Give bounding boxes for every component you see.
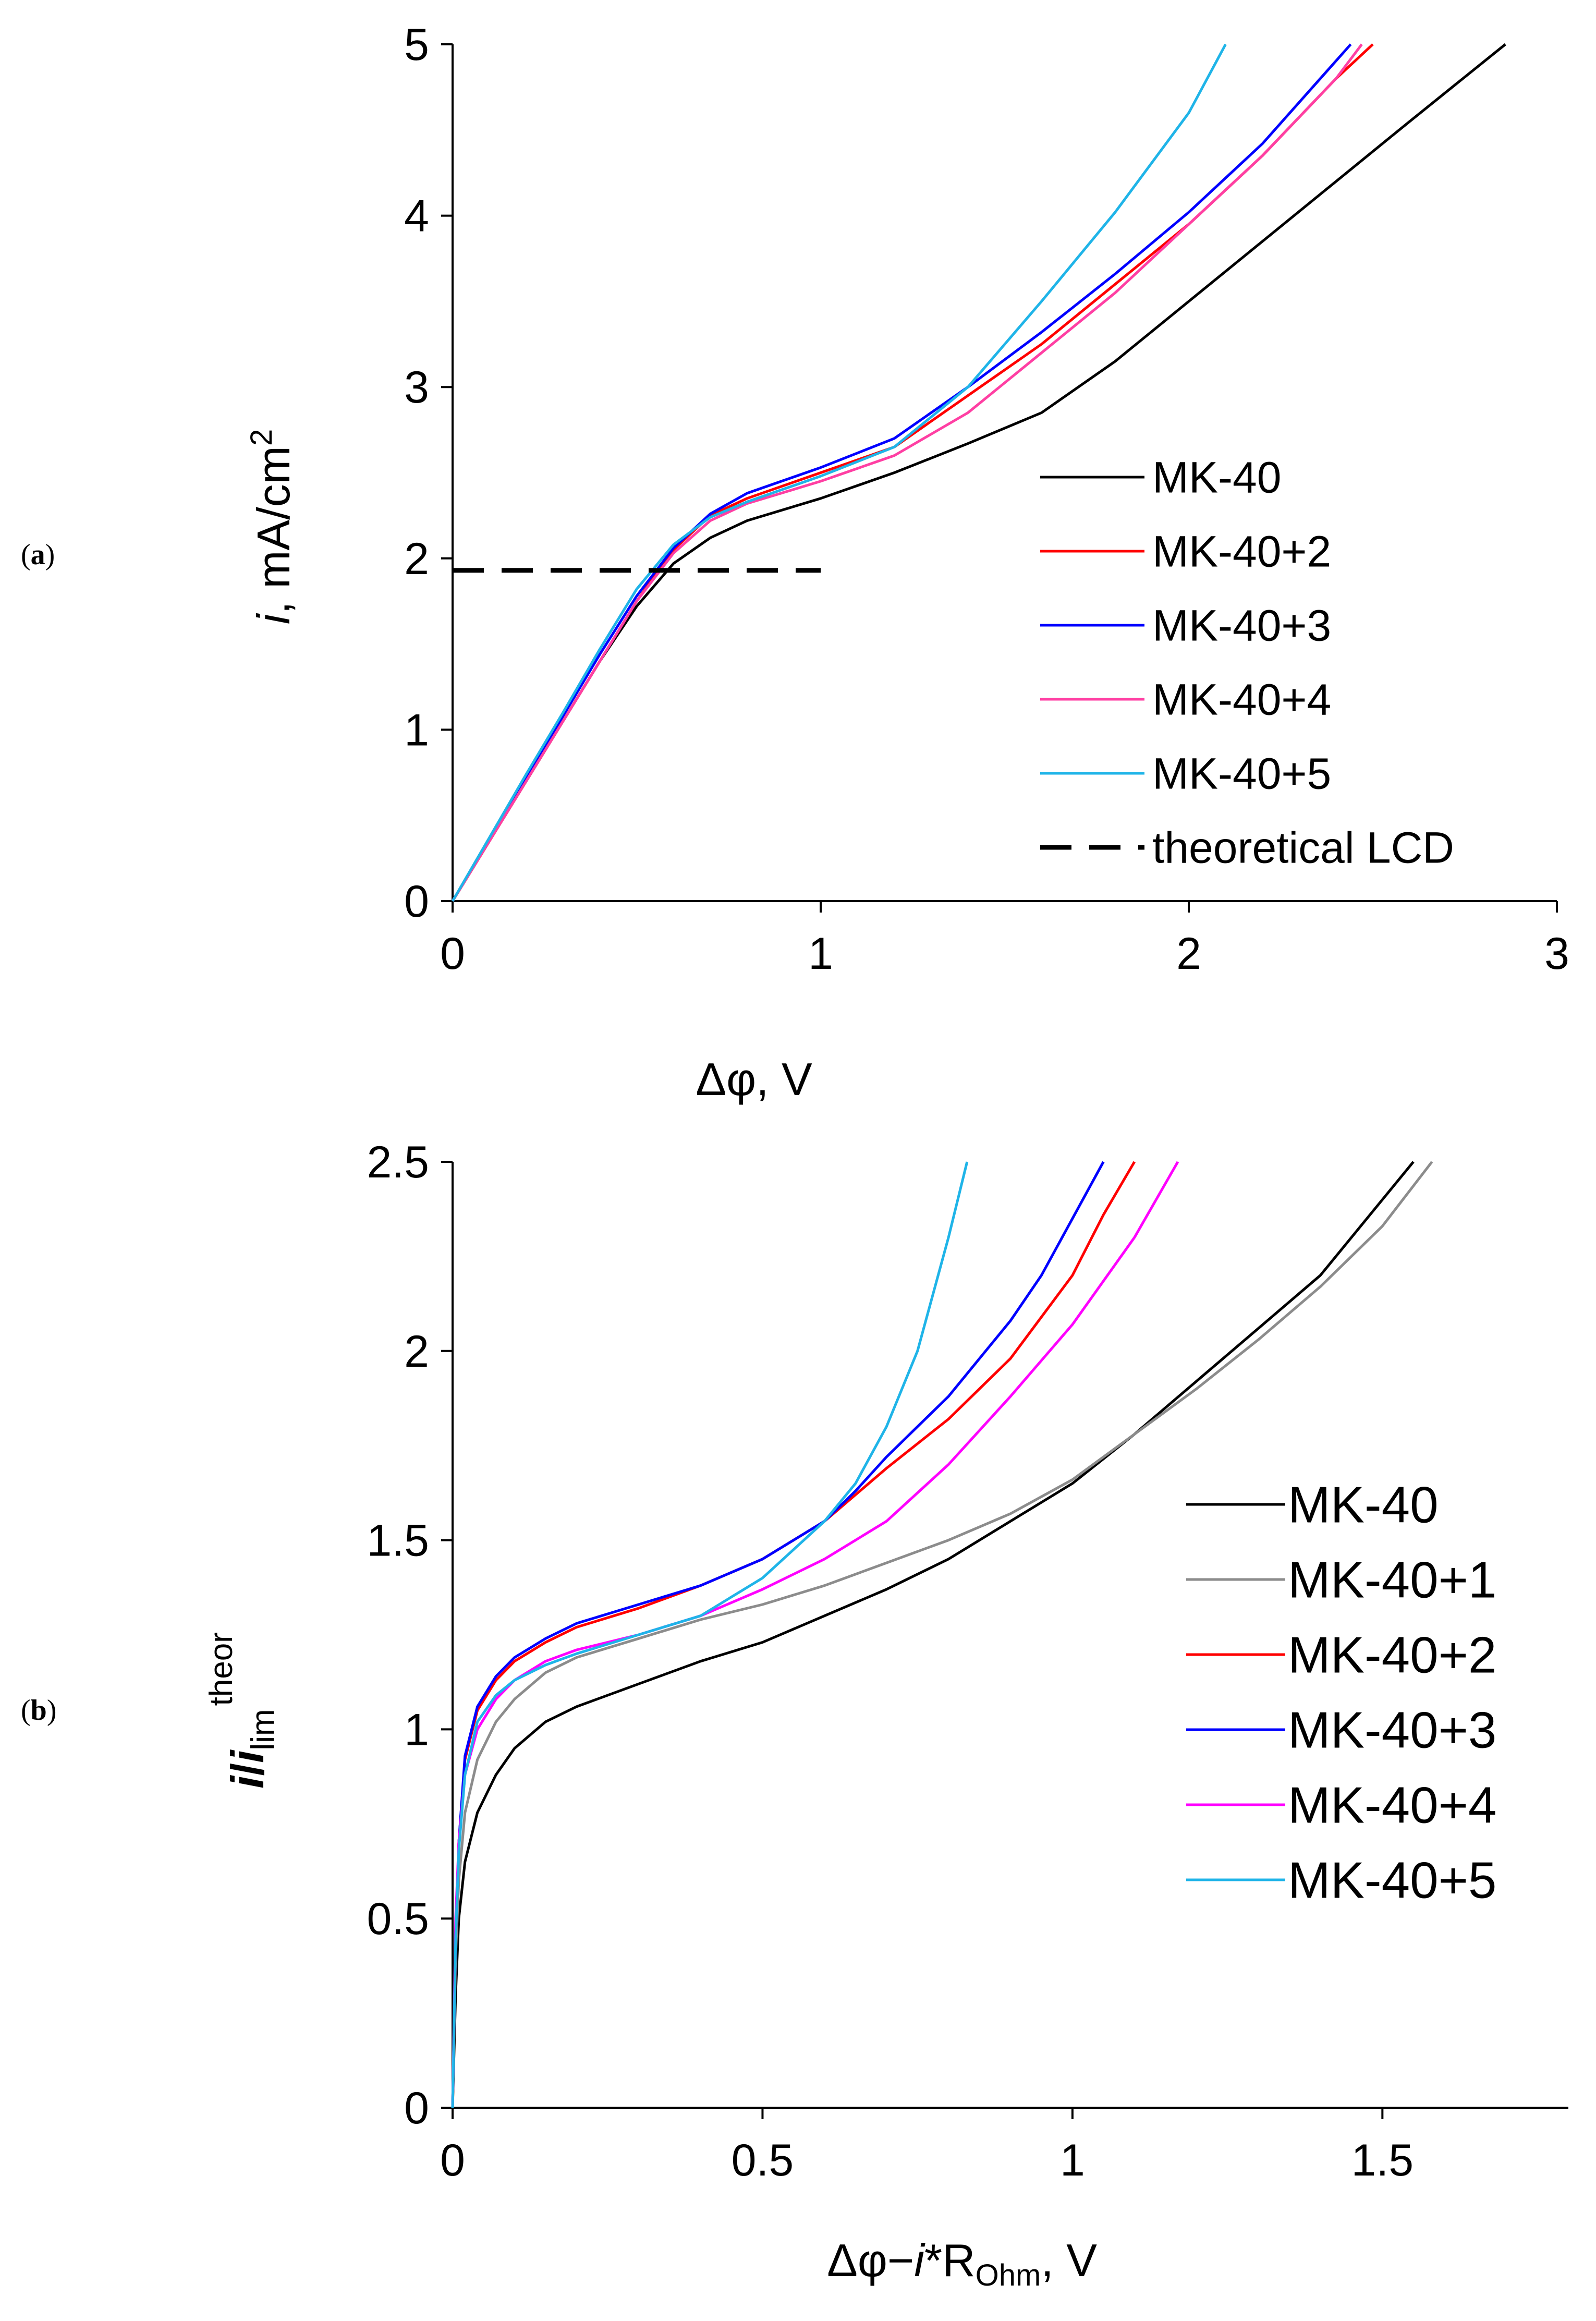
panel-label-a: (a) xyxy=(21,539,55,571)
legend-b-label-mk-40-3: MK-40+3 xyxy=(1288,1701,1496,1758)
chart-b-y-tick-label: 0 xyxy=(404,2083,429,2133)
chart-a-x-tick-label: 3 xyxy=(1544,929,1569,979)
chart-b-legend: MK-40 MK-40+1 MK-40+2 MK-40+3 MK-40+4 MK-40+5 xyxy=(1186,1476,1496,1909)
chart-a-x-tick-labels: 0 1 2 3 xyxy=(440,929,1569,979)
chart-b-series-mk-40 xyxy=(451,1161,1415,2108)
chart-b-series-mk-40-5 xyxy=(451,1161,969,2108)
chart-b-x-tick-label: 0 xyxy=(440,2135,465,2185)
chart-b: 0 0.5 1 1.5 0 0.5 1 1.5 2 2.5 MK-40 MK-40+1 MK-40+… xyxy=(203,1137,1568,2292)
legend-a-label-mk-40-2: MK-40+2 xyxy=(1152,527,1331,576)
chart-a-y-tick-label: 2 xyxy=(404,534,429,584)
panel-label-b: (b) xyxy=(21,1694,57,1727)
chart-b-y-axis-label: i/ilimtheor xyxy=(203,1632,281,1789)
chart-b-x-axis-label: Δφ−i*ROhm, V xyxy=(827,2234,1097,2292)
chart-a-y-tick-label: 3 xyxy=(404,362,429,412)
chart-a-x-axis-label: Δφ, V xyxy=(696,1053,812,1105)
chart-b-y-tick-label: 1.5 xyxy=(367,1516,429,1566)
chart-a-series-mk-40-3 xyxy=(451,43,1352,902)
legend-a-label-mk-40-3: MK-40+3 xyxy=(1152,601,1331,650)
legend-b-label-mk-40-5: MK-40+5 xyxy=(1288,1851,1496,1909)
chart-a-legend: MK-40 MK-40+2 MK-40+3 MK-40+4 MK-40+5 theoret… xyxy=(1040,453,1454,872)
chart-a-series-mk-40 xyxy=(451,43,1506,902)
chart-b-x-tick-label: 1 xyxy=(1060,2135,1085,2185)
chart-a-series-mk-40-4 xyxy=(451,43,1363,902)
legend-b-label-mk-40-4: MK-40+4 xyxy=(1288,1776,1496,1833)
chart-a-y-tick-labels: 0 1 2 3 4 5 xyxy=(404,20,429,927)
chart-b-series-mk-40-1 xyxy=(451,1161,1433,2108)
legend-b-label-mk-40: MK-40 xyxy=(1288,1476,1439,1533)
chart-b-x-tick-label: 1.5 xyxy=(1351,2135,1414,2185)
chart-b-y-tick-label: 2 xyxy=(404,1327,429,1377)
legend-a-label-mk-40-4: MK-40+4 xyxy=(1152,675,1331,724)
chart-b-y-tick-label: 1 xyxy=(404,1705,429,1755)
legend-b-label-mk-40-1: MK-40+1 xyxy=(1288,1551,1496,1608)
chart-a-x-tick-label: 0 xyxy=(440,929,465,979)
chart-a-y-tick-label: 0 xyxy=(404,877,429,927)
chart-a-x-tick-label: 1 xyxy=(808,929,833,979)
legend-a-label-theoretical-lcd: theoretical LCD xyxy=(1152,823,1454,872)
chart-b-series xyxy=(451,1161,1433,2108)
chart-a-y-axis-label: i, mA/cm2 xyxy=(245,429,299,624)
chart-a-x-tick-label: 2 xyxy=(1176,929,1201,979)
chart-b-x-tick-labels: 0 0.5 1 1.5 xyxy=(440,2135,1414,2185)
chart-b-series-mk-40-3 xyxy=(451,1161,1105,2108)
chart-a-series-mk-40-5 xyxy=(451,43,1227,902)
legend-b-label-mk-40-2: MK-40+2 xyxy=(1288,1626,1496,1683)
chart-a-series xyxy=(451,43,1506,902)
chart-b-axes xyxy=(441,1161,1568,2119)
legend-a-label-mk-40: MK-40 xyxy=(1152,453,1281,502)
legend-a-label-mk-40-5: MK-40+5 xyxy=(1152,749,1331,798)
chart-a-y-tick-label: 1 xyxy=(404,705,429,755)
chart-a-axes xyxy=(441,43,1558,913)
chart-a-y-tick-label: 5 xyxy=(404,20,429,70)
chart-a-y-tick-label: 4 xyxy=(404,191,429,241)
chart-b-y-tick-labels: 0 0.5 1 1.5 2 2.5 xyxy=(367,1137,429,2133)
chart-b-y-tick-label: 0.5 xyxy=(367,1894,429,1944)
chart-b-y-tick-label: 2.5 xyxy=(367,1137,429,1187)
chart-b-x-tick-label: 0.5 xyxy=(732,2135,794,2185)
